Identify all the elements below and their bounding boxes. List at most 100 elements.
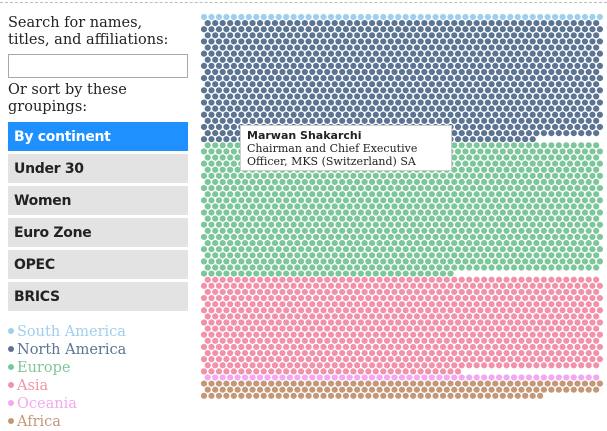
person-dot[interactable]: [223, 184, 230, 192]
person-dot[interactable]: [365, 331, 372, 338]
person-dot[interactable]: [563, 288, 570, 296]
person-dot[interactable]: [215, 282, 223, 289]
person-dot[interactable]: [428, 68, 435, 76]
person-dot[interactable]: [481, 227, 488, 234]
person-dot[interactable]: [327, 38, 335, 45]
person-dot[interactable]: [227, 349, 234, 357]
person-dot[interactable]: [484, 246, 491, 253]
person-dot[interactable]: [395, 307, 402, 314]
person-dot[interactable]: [488, 215, 495, 222]
person-dot[interactable]: [372, 368, 379, 375]
person-dot[interactable]: [559, 111, 566, 118]
person-dot[interactable]: [548, 203, 555, 210]
person-dot[interactable]: [305, 221, 312, 228]
person-dot[interactable]: [331, 178, 338, 186]
person-dot[interactable]: [514, 258, 521, 265]
person-dot[interactable]: [324, 20, 331, 27]
person-dot[interactable]: [555, 227, 562, 234]
person-dot[interactable]: [436, 239, 443, 247]
person-dot[interactable]: [309, 239, 316, 247]
person-dot[interactable]: [544, 343, 551, 351]
person-dot[interactable]: [275, 294, 282, 302]
person-dot[interactable]: [432, 294, 439, 302]
person-dot[interactable]: [466, 301, 473, 308]
person-dot[interactable]: [458, 32, 465, 39]
person-dot[interactable]: [215, 392, 223, 399]
person-dot[interactable]: [578, 117, 585, 124]
person-dot[interactable]: [238, 307, 245, 314]
person-dot[interactable]: [559, 343, 566, 351]
person-dot[interactable]: [241, 362, 249, 369]
person-dot[interactable]: [230, 87, 237, 94]
person-dot[interactable]: [327, 233, 335, 241]
person-dot[interactable]: [410, 197, 417, 204]
person-dot[interactable]: [417, 331, 424, 338]
person-dot[interactable]: [555, 362, 562, 369]
person-dot[interactable]: [305, 270, 312, 277]
person-dot[interactable]: [518, 374, 525, 381]
person-dot[interactable]: [380, 233, 387, 241]
person-dot[interactable]: [256, 288, 264, 296]
person-dot[interactable]: [462, 172, 469, 179]
person-dot[interactable]: [559, 233, 566, 241]
person-dot[interactable]: [406, 191, 413, 198]
person-dot[interactable]: [227, 239, 234, 247]
person-dot[interactable]: [443, 32, 450, 39]
person-dot[interactable]: [354, 44, 361, 51]
person-dot[interactable]: [294, 301, 301, 308]
person-dot[interactable]: [264, 227, 271, 234]
person-dot[interactable]: [309, 337, 316, 344]
person-dot[interactable]: [365, 87, 372, 94]
person-dot[interactable]: [585, 81, 592, 88]
person-dot[interactable]: [268, 356, 275, 363]
person-dot[interactable]: [551, 123, 559, 131]
person-dot[interactable]: [492, 184, 499, 192]
person-dot[interactable]: [339, 325, 346, 332]
person-dot[interactable]: [454, 99, 462, 106]
person-dot[interactable]: [481, 264, 488, 271]
person-dot[interactable]: [428, 313, 435, 320]
person-dot[interactable]: [223, 246, 230, 253]
person-dot[interactable]: [294, 105, 301, 112]
person-dot[interactable]: [578, 178, 585, 186]
person-dot[interactable]: [537, 209, 544, 216]
person-dot[interactable]: [230, 50, 237, 57]
person-dot[interactable]: [451, 142, 458, 149]
person-dot[interactable]: [342, 270, 350, 277]
person-dot[interactable]: [230, 221, 237, 228]
person-dot[interactable]: [260, 38, 267, 45]
person-dot[interactable]: [581, 246, 589, 253]
person-dot[interactable]: [566, 307, 574, 314]
person-dot[interactable]: [227, 313, 234, 320]
person-dot[interactable]: [212, 276, 219, 283]
person-dot[interactable]: [305, 172, 312, 179]
person-dot[interactable]: [473, 44, 480, 51]
person-dot[interactable]: [391, 252, 398, 259]
person-dot[interactable]: [503, 215, 510, 222]
person-dot[interactable]: [466, 166, 473, 173]
person-dot[interactable]: [481, 191, 488, 198]
person-dot[interactable]: [227, 32, 234, 39]
person-dot[interactable]: [447, 172, 454, 179]
person-dot[interactable]: [578, 288, 585, 296]
person-dot[interactable]: [368, 215, 376, 222]
person-dot[interactable]: [447, 319, 454, 326]
person-dot[interactable]: [417, 111, 424, 118]
person-dot[interactable]: [510, 178, 518, 186]
person-dot[interactable]: [466, 362, 473, 369]
person-dot[interactable]: [234, 105, 241, 112]
person-dot[interactable]: [298, 38, 305, 45]
person-dot[interactable]: [268, 87, 275, 94]
person-dot[interactable]: [537, 148, 544, 155]
person-dot[interactable]: [466, 227, 473, 234]
person-dot[interactable]: [559, 62, 566, 69]
person-dot[interactable]: [327, 26, 335, 33]
person-dot[interactable]: [589, 233, 596, 241]
person-dot[interactable]: [544, 62, 551, 69]
person-dot[interactable]: [320, 392, 327, 399]
person-dot[interactable]: [488, 117, 495, 124]
person-dot[interactable]: [563, 191, 570, 198]
person-dot[interactable]: [451, 56, 458, 63]
person-dot[interactable]: [492, 282, 499, 289]
person-dot[interactable]: [473, 264, 480, 271]
